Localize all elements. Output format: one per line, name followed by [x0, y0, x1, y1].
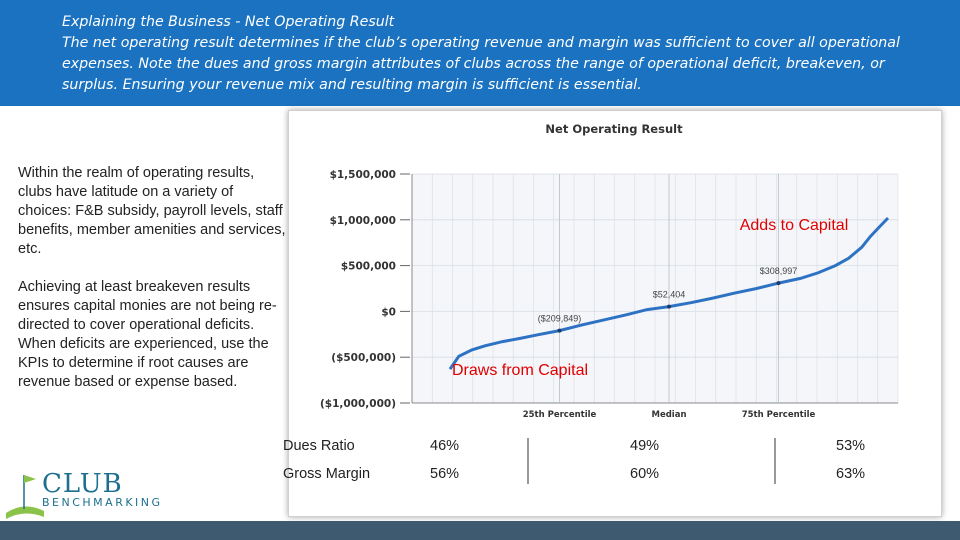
table-cell: 63% [836, 466, 865, 482]
logo-benchmarking-text: BENCHMARKING [42, 496, 163, 509]
table-cell: 49% [630, 438, 659, 454]
table-row-label: Dues Ratio [283, 438, 355, 454]
annotation-adds-to-capital: Adds to Capital [740, 217, 849, 234]
y-tick-label: $1,500,000 [330, 169, 396, 181]
table-cell: 53% [836, 438, 865, 454]
marker-point [776, 281, 781, 286]
marker-label: $52,404 [653, 290, 686, 300]
y-tick-label: ($1,000,000) [320, 398, 396, 410]
y-tick-label: $1,000,000 [330, 215, 396, 227]
x-tick-label: Median [651, 410, 686, 420]
y-tick-label: ($500,000) [331, 352, 396, 364]
marker-point [667, 304, 671, 309]
annotation-draws-from-capital: Draws from Capital [452, 362, 588, 379]
left-paragraph-1: Within the realm of operating results, c… [18, 165, 286, 257]
header-banner: Explaining the Business - Net Operating … [0, 0, 960, 106]
y-tick-label: $500,000 [341, 261, 396, 273]
table-row-label: Gross Margin [283, 466, 370, 482]
header-text: Explaining the Business - Net Operating … [62, 12, 942, 96]
x-tick-label: 25th Percentile [523, 410, 597, 420]
table-cell: 46% [430, 438, 459, 454]
footer-bar [0, 521, 960, 540]
header-title: Explaining the Business - Net Operating … [62, 14, 395, 30]
marker-label: ($209,849) [538, 314, 582, 324]
x-tick-label: 75th Percentile [742, 410, 816, 420]
logo-club-text: CLUB [42, 469, 123, 499]
table-cell: 56% [430, 466, 459, 482]
header-description: The net operating result determines if t… [62, 35, 900, 93]
marker-point [557, 328, 562, 333]
table-cell: 60% [630, 466, 659, 482]
y-tick-label: $0 [381, 306, 396, 318]
series-line [448, 216, 890, 370]
chart-title: Net Operating Result [545, 122, 683, 136]
club-benchmarking-logo: CLUB BENCHMARKING [4, 465, 164, 520]
golf-flag-icon [6, 475, 44, 519]
left-paragraph-2: Achieving at least breakeven results ens… [18, 279, 277, 390]
marker-label: $308,997 [760, 266, 798, 276]
